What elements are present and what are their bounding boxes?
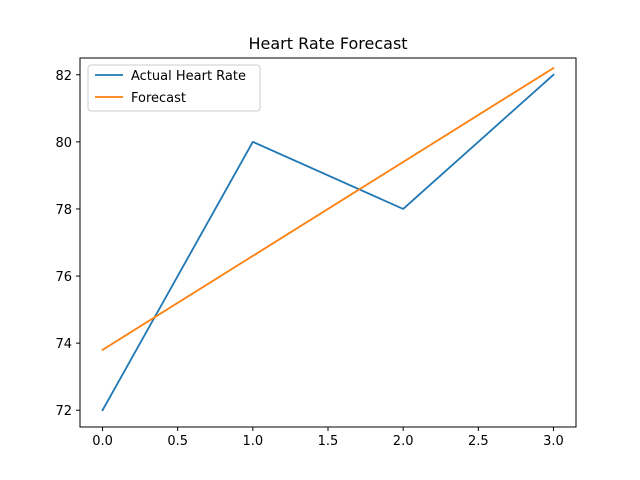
x-axis-ticks: 0.0 0.5 1.0 1.5 2.0 2.5 3.0 bbox=[92, 427, 564, 449]
x-tick-label: 2.0 bbox=[393, 434, 414, 449]
y-axis-ticks: 72 74 76 78 80 82 bbox=[55, 69, 80, 419]
legend-box bbox=[87, 64, 261, 112]
legend-label-actual-heart-rate: Actual Heart Rate bbox=[131, 69, 246, 84]
x-tick-label: 1.5 bbox=[318, 434, 339, 449]
y-tick-label: 72 bbox=[55, 404, 72, 419]
y-tick-label: 78 bbox=[55, 203, 72, 218]
chart-title: Heart Rate Forecast bbox=[248, 34, 407, 53]
y-tick-label: 80 bbox=[55, 136, 72, 151]
x-tick-label: 1.0 bbox=[243, 434, 264, 449]
plot-frame bbox=[79, 57, 577, 428]
legend: Actual Heart Rate Forecast bbox=[87, 64, 261, 112]
axes bbox=[79, 57, 577, 428]
x-tick-label: 0.5 bbox=[167, 434, 188, 449]
series-line-actual-heart-rate bbox=[101, 73, 555, 412]
x-tick-label: 0.0 bbox=[92, 434, 113, 449]
series-line-forecast bbox=[101, 66, 555, 352]
series-layer bbox=[101, 66, 555, 412]
legend-label-forecast: Forecast bbox=[131, 91, 186, 106]
x-tick-label: 3.0 bbox=[543, 434, 564, 449]
y-tick-label: 82 bbox=[55, 69, 72, 84]
x-tick-label: 2.5 bbox=[468, 434, 489, 449]
y-tick-label: 76 bbox=[55, 270, 72, 285]
y-tick-label: 74 bbox=[55, 337, 72, 352]
